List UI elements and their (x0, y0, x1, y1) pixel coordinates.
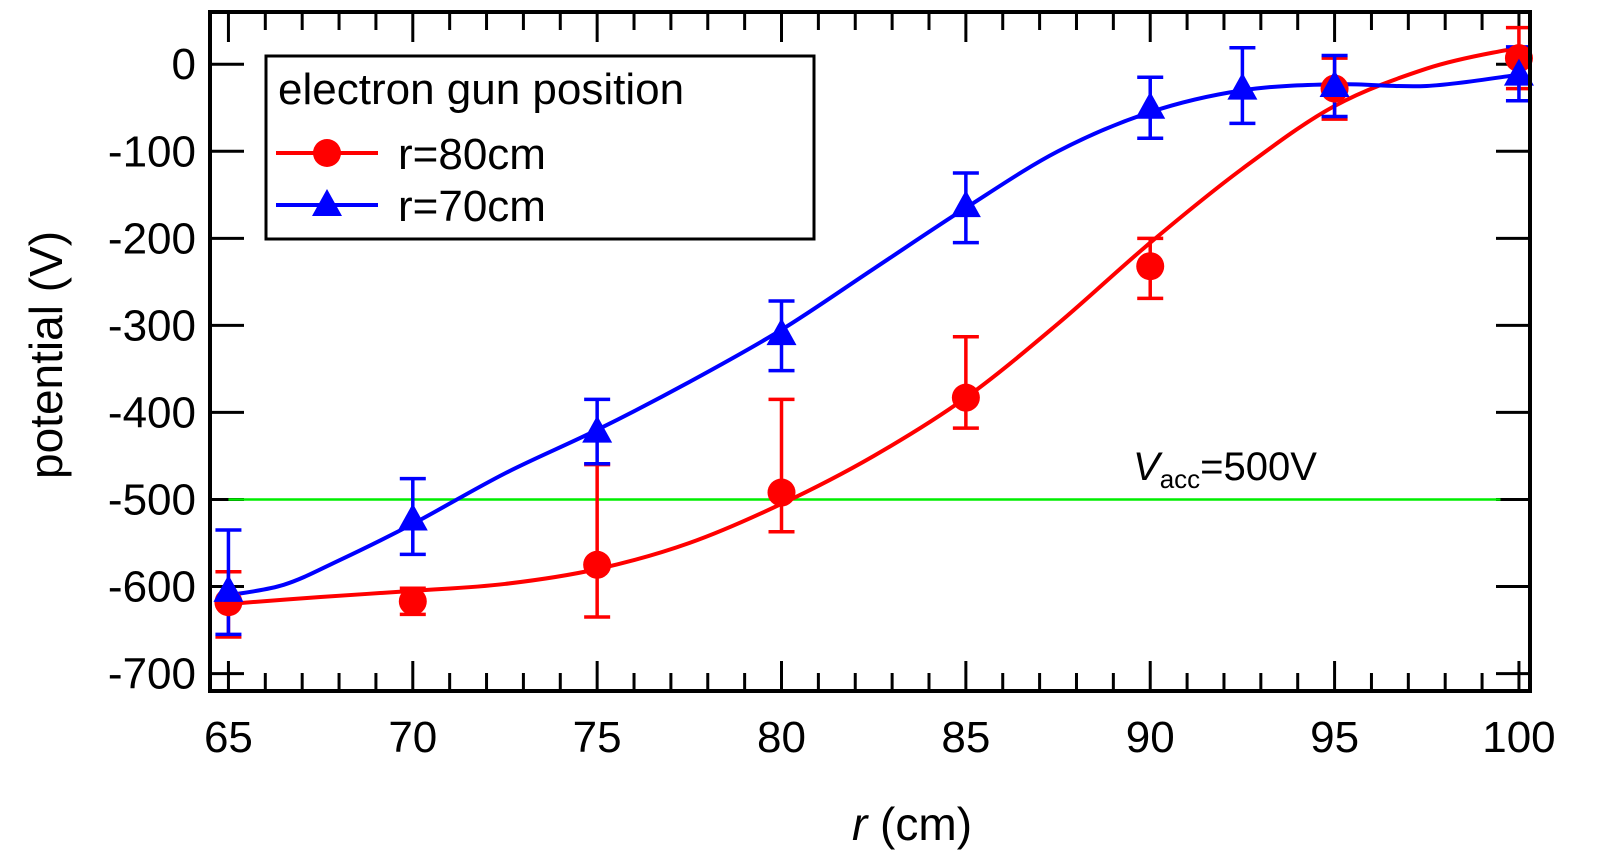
y-axis-label: potential (V) (20, 231, 72, 479)
legend-label-r80: r=80cm (398, 130, 546, 179)
data-point-r70 (950, 190, 981, 218)
y-tick-labels: 0 -100 -200 -300 -400 -500 -600 -700 (108, 40, 196, 698)
x-tick-label: 85 (941, 713, 990, 762)
ticks-layer (210, 12, 1530, 691)
y-tick-label: -300 (108, 301, 196, 350)
x-axis-unit: (cm) (867, 798, 972, 850)
data-point-r70 (766, 318, 797, 346)
x-tick-label: 65 (204, 713, 253, 762)
x-tick-label: 75 (573, 713, 622, 762)
legend-marker-r70 (312, 189, 342, 216)
ref-label-value: =500V (1200, 445, 1317, 489)
y-tick-label: -100 (108, 127, 196, 176)
legend-marker-r80 (313, 139, 341, 167)
x-tick-labels: 65 70 75 80 85 90 95 100 (204, 713, 1556, 762)
data-point-r70 (1319, 69, 1350, 97)
data-point-r80 (767, 478, 796, 507)
data-point-r70 (213, 574, 244, 602)
ref-label-variable: V (1133, 445, 1163, 489)
data-point-r80 (1504, 44, 1533, 73)
x-tick-label: 95 (1310, 713, 1359, 762)
data-point-r70 (1227, 72, 1258, 100)
ref-label-subscript: acc (1160, 464, 1200, 494)
x-tick-label: 100 (1482, 713, 1555, 762)
x-axis-label: r (cm) (852, 798, 972, 850)
data-point-r70 (1503, 58, 1534, 86)
y-tick-label: -700 (108, 650, 196, 699)
y-tick-label: -600 (108, 563, 196, 612)
data-point-r80 (583, 550, 612, 579)
fit-curve-r80 (228, 47, 1520, 606)
legend-box (264, 54, 816, 241)
x-axis-variable: r (852, 798, 869, 850)
x-tick-label: 90 (1126, 713, 1175, 762)
data-point-r80 (398, 587, 427, 616)
data-point-r70 (1135, 91, 1166, 119)
reference-line-label: Vacc=500V (1133, 445, 1317, 494)
x-tick-label: 80 (757, 713, 806, 762)
y-tick-label: 0 (172, 40, 196, 89)
data-point-r70 (397, 503, 428, 531)
legend: electron gun position r=80cm r=70cm (264, 54, 816, 241)
x-tick-label: 70 (388, 713, 437, 762)
data-point-r80 (1136, 252, 1165, 281)
data-point-r80 (951, 383, 980, 412)
y-tick-label: -200 (108, 214, 196, 263)
y-tick-label: -500 (108, 475, 196, 524)
legend-label-r70: r=70cm (398, 182, 546, 231)
data-point-r70 (582, 415, 613, 443)
markers-layer (213, 44, 1534, 617)
y-tick-label: -400 (108, 388, 196, 437)
plot-frame (208, 10, 1532, 693)
legend-title: electron gun position (278, 65, 684, 114)
